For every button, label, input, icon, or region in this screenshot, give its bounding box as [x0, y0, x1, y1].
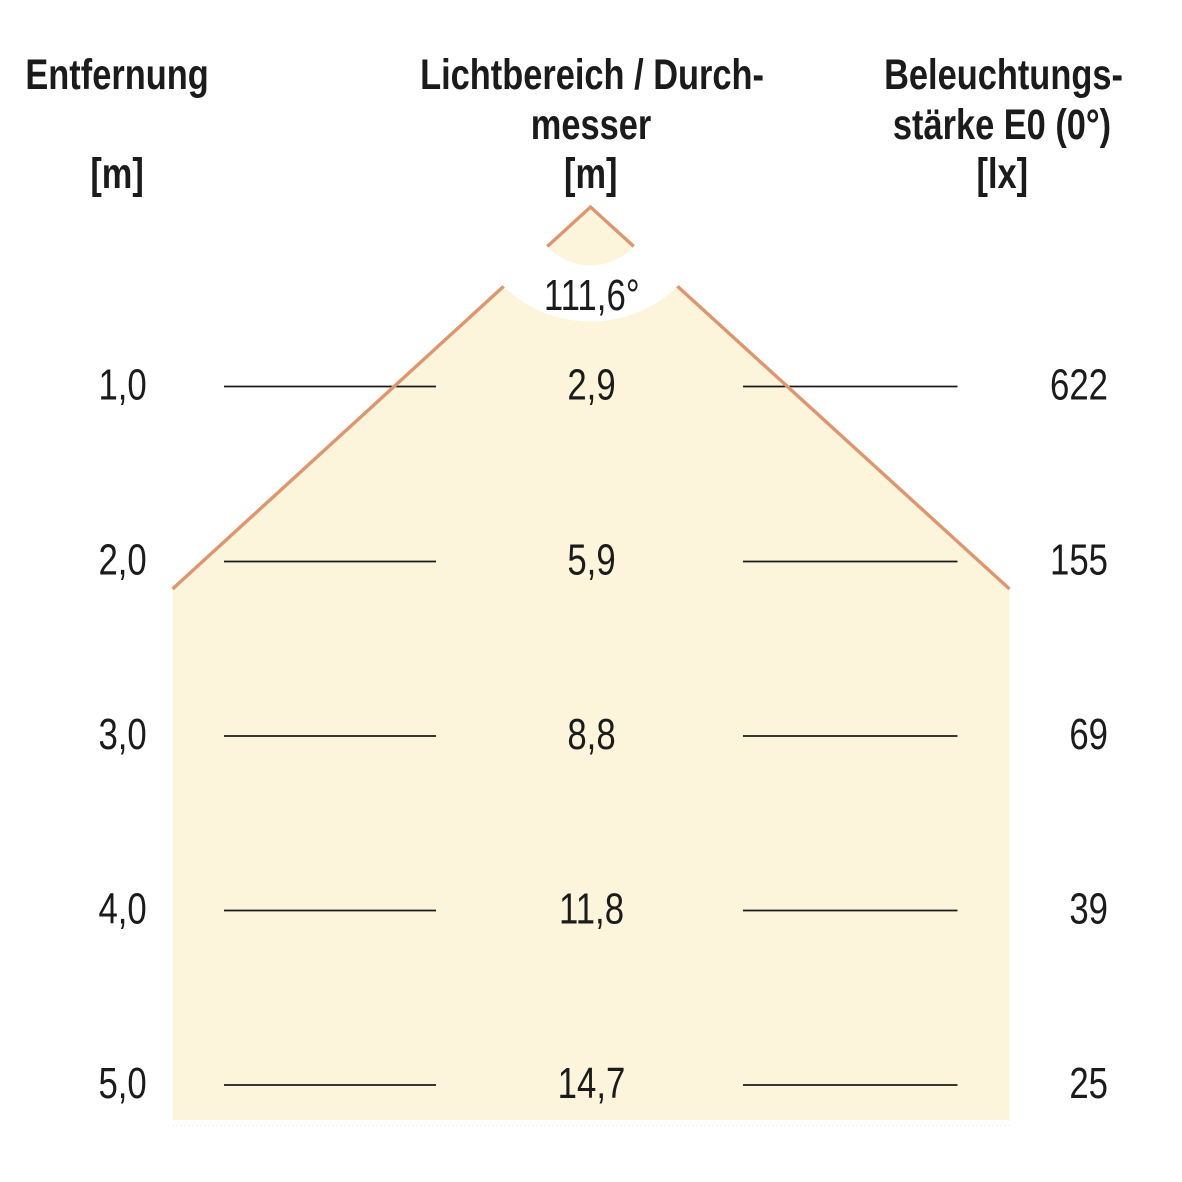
- svg-text:11,8: 11,8: [559, 884, 624, 933]
- svg-text:Entfernung: Entfernung: [25, 51, 208, 98]
- svg-text:622: 622: [1050, 360, 1108, 409]
- svg-text:111,6°: 111,6°: [544, 271, 640, 320]
- svg-text:39: 39: [1069, 884, 1108, 933]
- svg-text:2,9: 2,9: [567, 360, 615, 409]
- svg-text:4,0: 4,0: [98, 884, 146, 933]
- svg-text:Beleuchtungs-: Beleuchtungs-: [884, 51, 1123, 98]
- svg-text:messer: messer: [531, 101, 651, 148]
- svg-text:2,0: 2,0: [98, 535, 146, 584]
- svg-text:1,0: 1,0: [98, 360, 146, 409]
- svg-text:5,0: 5,0: [98, 1059, 146, 1108]
- svg-text:Lichtbereich / Durch-: Lichtbereich / Durch-: [420, 51, 764, 98]
- svg-text:14,7: 14,7: [558, 1059, 626, 1108]
- svg-text:5,9: 5,9: [567, 535, 615, 584]
- svg-text:[m]: [m]: [564, 151, 617, 198]
- svg-text:3,0: 3,0: [98, 710, 146, 759]
- svg-text:25: 25: [1069, 1059, 1108, 1108]
- svg-text:155: 155: [1050, 535, 1108, 584]
- svg-text:stärke E0 (0°): stärke E0 (0°): [893, 101, 1111, 148]
- svg-text:69: 69: [1069, 710, 1108, 759]
- svg-text:[lx]: [lx]: [977, 151, 1029, 198]
- svg-text:[m]: [m]: [90, 151, 143, 198]
- svg-text:8,8: 8,8: [567, 710, 615, 759]
